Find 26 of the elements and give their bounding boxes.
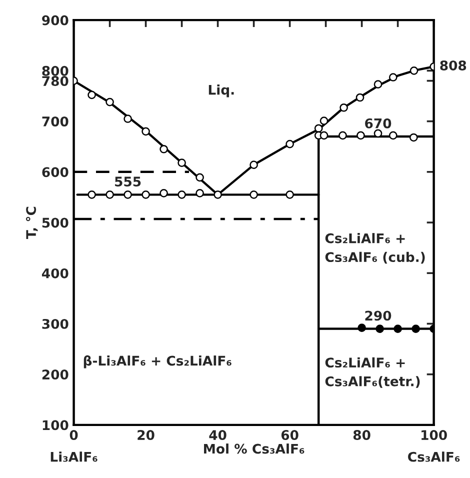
y-tick-label: 200 (42, 370, 68, 380)
y-tick-label: 780 (42, 76, 68, 86)
annotation: Liq. (208, 84, 234, 98)
x-tick-label: 0 Li₃AlF₆ (50, 430, 98, 462)
y-tick-label: 400 (42, 268, 68, 278)
x-axis-title: Mol % Cs₃AlF₆ (204, 444, 304, 454)
annotation: 555 (115, 176, 141, 187)
annotation: 670 (365, 118, 392, 128)
x-tick-label: 100 Cs₃AlF₆ (408, 430, 460, 462)
annotation: Cs₂LiAlF₆ + Cs₃AlF₆ (cub.) (325, 233, 425, 264)
x-tick-label: 20 (138, 430, 154, 440)
y-tick-label: 100 (42, 420, 68, 430)
y-tick-label: 900 (42, 15, 68, 26)
y-axis-title: T, °C (26, 206, 38, 239)
x-tick-label: 40 (209, 430, 226, 440)
x-tick-label: 60 (281, 430, 298, 440)
annotation: β-Li₃AlF₆ + Cs₂LiAlF₆ (84, 355, 232, 368)
y-tick-label: 600 (42, 167, 68, 178)
annotation: 808 (440, 60, 466, 70)
y-tick-label: 300 (42, 318, 68, 329)
y-tick-label: 800 (42, 66, 68, 76)
y-tick-label: 500 (42, 218, 68, 228)
annotation: 290 (365, 310, 392, 321)
y-tick-label: 700 (42, 116, 68, 126)
annotation: Cs₂LiAlF₆ + Cs₃AlF₆(tetr.) (325, 357, 420, 388)
x-tick-label: 80 (353, 430, 370, 440)
